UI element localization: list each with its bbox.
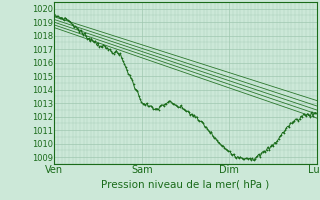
X-axis label: Pression niveau de la mer( hPa ): Pression niveau de la mer( hPa ) [101, 180, 270, 190]
